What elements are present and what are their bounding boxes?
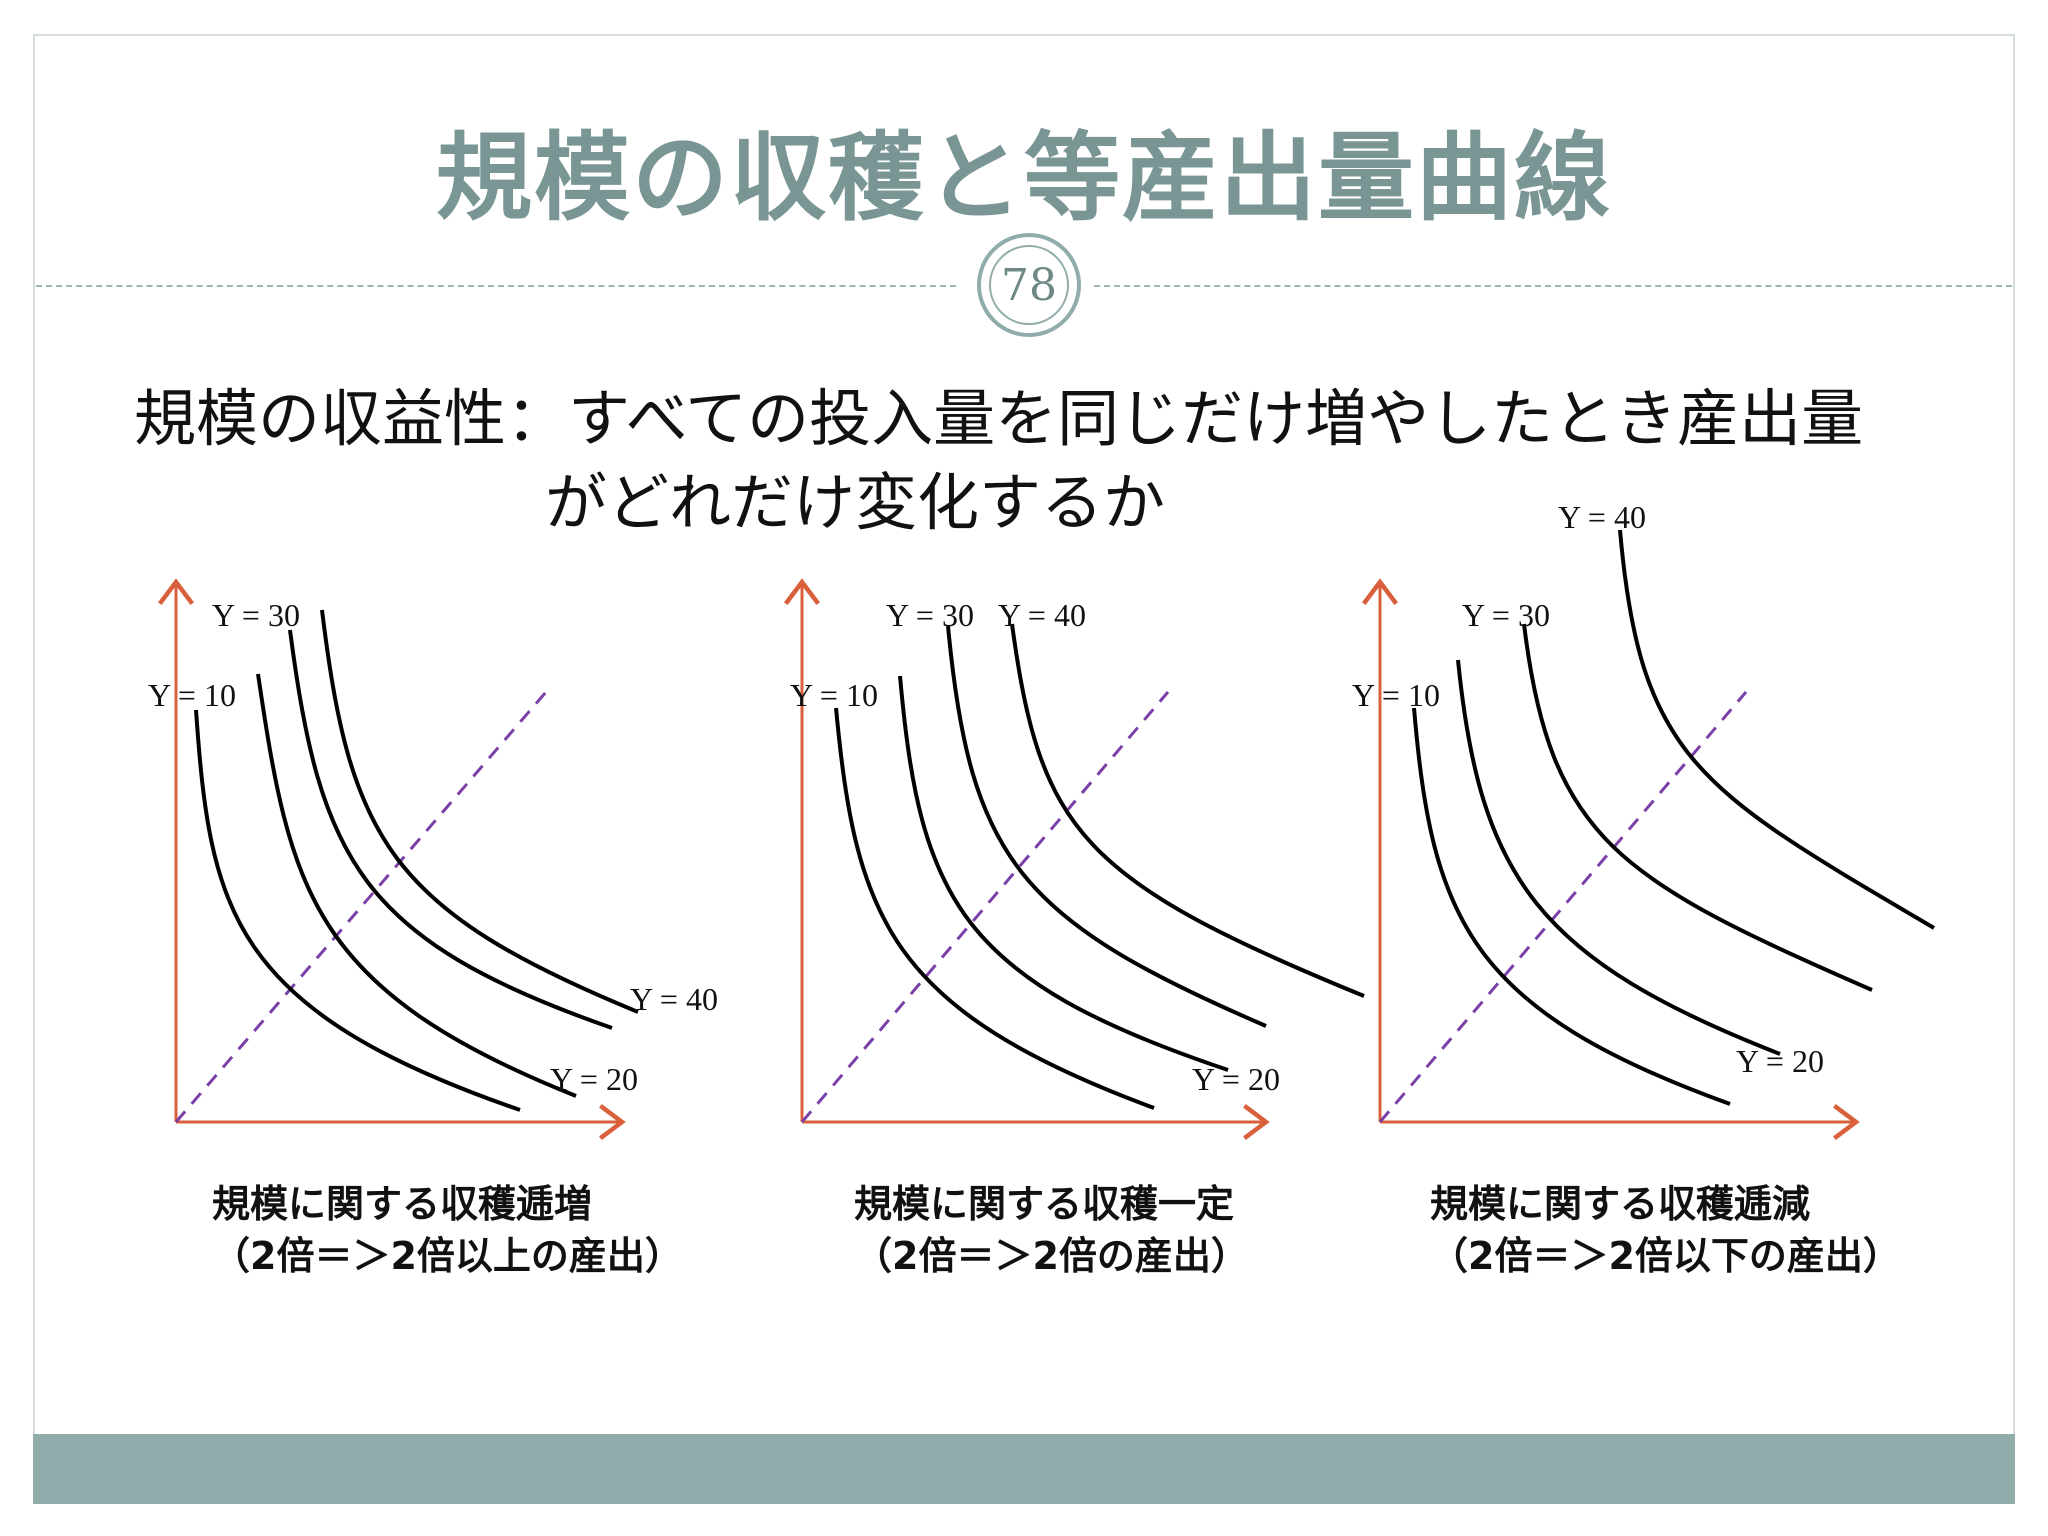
panel3-label-y30: Y = 30 xyxy=(1462,597,1550,633)
panel2-caption: 規模に関する収穫一定 （2倍＝＞2倍の産出） xyxy=(854,1178,1249,1282)
panel1-label-y40: Y = 40 xyxy=(630,981,718,1017)
panel1-isoquant-y20 xyxy=(256,673,577,1098)
panel2-label-y10: Y = 10 xyxy=(790,677,878,713)
panel1-isoquant-y30 xyxy=(288,629,613,1030)
panel2-isoquant-y10 xyxy=(834,707,1155,1110)
panel2-expansion-ray xyxy=(800,691,1170,1123)
panel3-label-y20: Y = 20 xyxy=(1736,1043,1824,1079)
body-text-line-2: がどれだけ変化するか xyxy=(545,466,1166,539)
panel1-label-y30: Y = 30 xyxy=(212,597,300,633)
panel1-label-y20: Y = 20 xyxy=(550,1061,638,1097)
panel2-caption-line1: 規模に関する収穫一定 xyxy=(854,1182,1235,1226)
panel1-isoquant-y40 xyxy=(320,609,639,1014)
title-divider-right xyxy=(1094,285,2012,287)
title-divider-left xyxy=(36,285,956,287)
body-text-line-1: 規模の収益性：すべての投入量を同じだけ増やしたとき産出量 xyxy=(134,382,1864,455)
panel3-isoquant-y10 xyxy=(1412,707,1731,1106)
panel2-label-y20: Y = 20 xyxy=(1192,1061,1280,1097)
page-number: 78 xyxy=(989,245,1069,325)
panel2-caption-line2: （2倍＝＞2倍の産出） xyxy=(854,1234,1249,1278)
panel-decreasing-returns: Y = 10 Y = 30 Y = 40 Y = 20 xyxy=(1352,499,1936,1140)
panel3-label-y10: Y = 10 xyxy=(1352,677,1440,713)
panel3-caption-line2: （2倍＝＞2倍以下の産出） xyxy=(1430,1234,1901,1278)
page-number-badge: 78 xyxy=(977,233,1081,337)
panel-constant-returns: Y = 10 Y = 30 Y = 40 Y = 20 xyxy=(784,578,1365,1140)
panel1-caption-line1: 規模に関する収穫逓増 xyxy=(212,1182,593,1226)
panel-increasing-returns: Y = 10 Y = 30 Y = 40 Y = 20 xyxy=(148,578,718,1140)
panel1-caption: 規模に関する収穫逓増 （2倍＝＞2倍以上の産出） xyxy=(212,1178,683,1282)
panel1-isoquant-y10 xyxy=(194,709,521,1112)
panel3-label-y40: Y = 40 xyxy=(1558,499,1646,535)
panel2-label-y30: Y = 30 xyxy=(886,597,974,633)
panel3-isoquant-y20 xyxy=(1456,659,1781,1056)
footer-bar xyxy=(33,1434,2015,1504)
panel3-isoquant-y40 xyxy=(1618,529,1936,930)
panel2-isoquant-y20 xyxy=(898,675,1229,1072)
panel3-isoquant-y30 xyxy=(1522,623,1873,992)
panel2-isoquant-y30 xyxy=(946,625,1267,1028)
panel1-label-y10: Y = 10 xyxy=(148,677,236,713)
panel2-isoquant-y40 xyxy=(1010,623,1365,998)
panel3-caption: 規模に関する収穫逓減 （2倍＝＞2倍以下の産出） xyxy=(1430,1178,1901,1282)
panel2-label-y40: Y = 40 xyxy=(998,597,1086,633)
panel1-caption-line2: （2倍＝＞2倍以上の産出） xyxy=(212,1234,683,1278)
slide-title: 規模の収穫と等産出量曲線 xyxy=(436,122,1612,234)
panel3-caption-line1: 規模に関する収穫逓減 xyxy=(1430,1182,1811,1226)
